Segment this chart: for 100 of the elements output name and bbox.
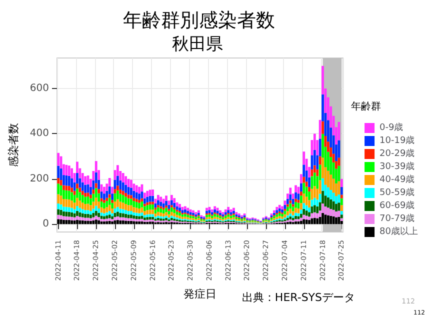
- bar: [98, 189, 100, 194]
- bar: [108, 204, 111, 211]
- bar: [170, 218, 173, 220]
- bar: [148, 210, 152, 214]
- bar: [316, 206, 319, 214]
- bar: [57, 194, 60, 204]
- bar: [305, 186, 308, 197]
- bar: [289, 208, 292, 214]
- chart-subtitle: 秋田県: [172, 34, 223, 54]
- bar: [184, 206, 186, 210]
- bar: [116, 186, 119, 190]
- bar: [68, 212, 70, 217]
- legend-label: 20-29歳: [380, 148, 415, 159]
- bar: [316, 218, 319, 224]
- bar: [156, 194, 160, 200]
- bar: [305, 220, 308, 224]
- bar: [146, 214, 149, 218]
- bar: [127, 218, 130, 221]
- bar: [76, 220, 78, 224]
- bar: [116, 220, 119, 224]
- bar: [81, 213, 84, 218]
- bar: [162, 210, 165, 214]
- bar: [227, 216, 230, 220]
- bar: [124, 210, 127, 214]
- bar: [103, 202, 106, 208]
- bar: [111, 221, 114, 224]
- bar: [143, 218, 146, 220]
- bar: [68, 190, 70, 200]
- bar: [326, 170, 330, 188]
- legend-label: 30-39歳: [380, 161, 415, 172]
- bar: [106, 212, 108, 216]
- bar: [90, 198, 92, 206]
- bar: [103, 213, 106, 216]
- bar: [152, 222, 154, 224]
- bar: [127, 194, 130, 198]
- bar: [232, 214, 235, 218]
- bar: [162, 198, 165, 204]
- bar: [300, 203, 302, 210]
- bar: [340, 187, 343, 195]
- bar: [140, 216, 144, 219]
- bar: [70, 168, 74, 178]
- bar: [76, 198, 78, 206]
- bar: [57, 209, 60, 215]
- bar: [78, 192, 82, 201]
- bar: [122, 220, 124, 224]
- bar: [289, 216, 292, 220]
- bar: [165, 212, 168, 216]
- bar: [294, 185, 297, 192]
- bar: [62, 220, 65, 224]
- bar: [335, 217, 338, 224]
- bar: [65, 212, 68, 216]
- bar: [281, 214, 284, 217]
- bar: [340, 198, 343, 206]
- bar: [322, 121, 324, 134]
- bar: [289, 222, 292, 224]
- bar: [138, 213, 140, 216]
- bar: [135, 212, 138, 216]
- bar: [92, 217, 95, 220]
- bar: [132, 212, 136, 216]
- bar: [130, 220, 132, 224]
- bar: [124, 184, 127, 193]
- bar: [289, 194, 292, 200]
- bar: [90, 220, 92, 224]
- bar: [276, 214, 278, 217]
- bar: [106, 207, 108, 212]
- bar: [57, 184, 60, 194]
- bar: [138, 202, 140, 208]
- bar: [330, 216, 332, 224]
- bar: [138, 208, 140, 214]
- bar: [278, 208, 281, 212]
- bar: [176, 212, 178, 215]
- bar: [70, 178, 74, 188]
- bar: [156, 212, 160, 216]
- y-tick-label: 400: [30, 128, 49, 140]
- bar: [94, 198, 98, 206]
- bar: [146, 205, 149, 210]
- bar: [122, 194, 124, 203]
- bar: [318, 194, 322, 202]
- bar: [227, 210, 230, 214]
- bar: [103, 208, 106, 214]
- bar: [156, 200, 160, 206]
- bar: [197, 210, 200, 213]
- bar: [322, 204, 324, 214]
- bar: [70, 212, 74, 217]
- bar: [124, 204, 127, 210]
- bar: [335, 204, 338, 212]
- bar: [111, 213, 114, 216]
- bar: [94, 216, 98, 220]
- bar: [98, 201, 100, 208]
- bar: [173, 209, 176, 214]
- bar: [289, 213, 292, 216]
- legend-label: 60-69歳: [380, 200, 415, 211]
- bar: [340, 220, 343, 224]
- bar: [84, 196, 87, 204]
- bar: [92, 202, 95, 209]
- bar: [103, 186, 106, 194]
- bar: [170, 194, 173, 200]
- bar: [78, 216, 82, 220]
- bar: [146, 196, 149, 202]
- bar: [84, 192, 87, 197]
